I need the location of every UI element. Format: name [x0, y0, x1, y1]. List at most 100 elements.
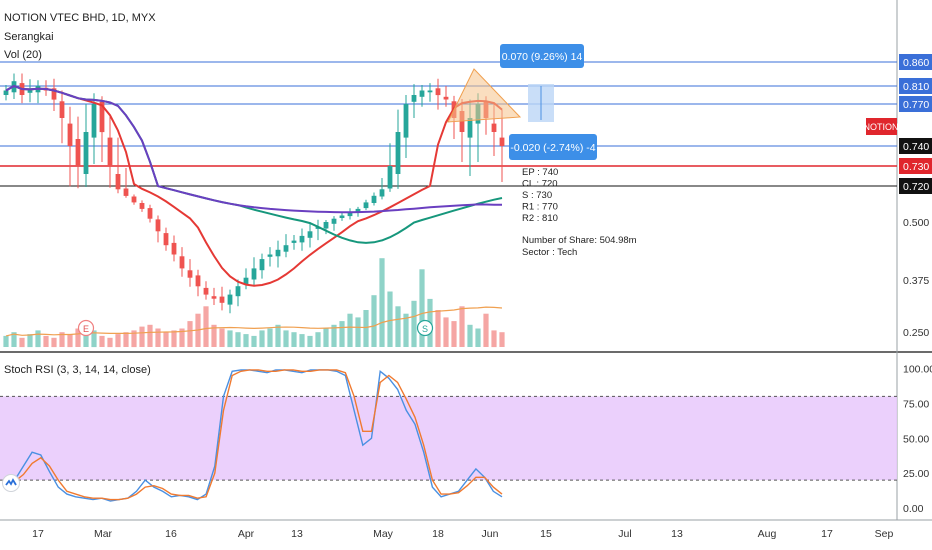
volume-bar: [243, 334, 249, 348]
time-tick-label: 16: [165, 528, 177, 540]
rsi-band-group: [0, 395, 897, 481]
note-line: S : 730: [522, 190, 552, 201]
volume-bar: [483, 313, 489, 347]
price-tag-bg: [899, 96, 932, 112]
candle-body: [387, 166, 393, 189]
candle-body: [187, 270, 193, 278]
candle-body: [411, 95, 417, 102]
volume-bar: [339, 321, 345, 347]
share-info-line: Number of Share: 504.98m: [522, 235, 637, 246]
candle-body: [227, 294, 233, 305]
volume-bar: [467, 324, 473, 347]
measure-down-box: [509, 134, 597, 160]
price-tick-label: 0.860: [903, 57, 929, 69]
time-tick-label: 17: [821, 528, 833, 540]
stoch-d-line: [5, 369, 503, 501]
volume-bar: [59, 332, 65, 347]
level-lines-group[interactable]: [0, 61, 897, 187]
volume-bar: [35, 330, 41, 348]
time-tick-label: Apr: [238, 528, 255, 540]
candle-body: [91, 104, 97, 138]
note-line: CL : 720: [522, 179, 558, 190]
time-tick-label: Aug: [758, 528, 777, 540]
volume-bar: [107, 337, 113, 348]
indicator-title[interactable]: Stoch RSI (3, 3, 14, 14, close): [4, 364, 151, 376]
candle-body: [259, 259, 265, 271]
volume-bar: [27, 334, 33, 348]
notion-tag-bg: [866, 118, 897, 135]
price-tag-bg: [899, 178, 932, 194]
candle-body: [347, 212, 353, 217]
candle-body: [371, 195, 377, 203]
note-line: EP : 740: [522, 167, 558, 178]
earnings-event-marker: [77, 319, 95, 337]
time-tick-label: 18: [432, 528, 444, 540]
volume-bar: [323, 328, 329, 347]
volume-bar: [307, 335, 313, 347]
volume-bar: [451, 321, 457, 347]
note-line: R1 : 770: [522, 202, 558, 213]
volume-bar: [331, 324, 337, 347]
volume-bar: [395, 306, 401, 347]
ma-slow-line: [5, 84, 503, 214]
candle-body: [235, 286, 241, 297]
volume-bar: [211, 324, 217, 347]
notion-tag-label: NOTION: [864, 122, 899, 132]
price-tick-label: 0.720: [903, 181, 929, 193]
candle-body: [435, 88, 441, 96]
price-tag-bg: [899, 138, 932, 154]
price-tick-label: 0.770: [903, 99, 929, 111]
volume-bar: [499, 332, 505, 347]
time-tick-label: 13: [291, 528, 303, 540]
volume-bar: [355, 317, 361, 347]
candle-body: [171, 242, 177, 255]
volume-bar: [131, 330, 137, 348]
series-name[interactable]: Serangkai: [4, 31, 54, 43]
symbol-title[interactable]: NOTION VTEC BHD, 1D, MYX: [4, 12, 156, 24]
volume-bar: [387, 291, 393, 347]
volume-bar: [291, 332, 297, 347]
volume-bar: [123, 332, 129, 347]
volume-bar: [3, 335, 9, 347]
candle-body: [467, 118, 473, 138]
axes-group: 0.860 0.810 0.770 0.740 0.730 0.720 0.500 0.375…: [32, 54, 932, 540]
stoch-rsi-lines-group: [5, 369, 503, 502]
measure-down-label: -0.020 (-2.74%) -4: [510, 142, 595, 154]
candle-body: [99, 101, 105, 133]
candle-body: [251, 268, 257, 280]
candles-group: [3, 73, 505, 314]
volume-bar: [75, 328, 81, 347]
candle-body: [83, 132, 89, 174]
candle-body: [195, 275, 201, 287]
candle-body: [491, 123, 497, 132]
candle-body: [155, 219, 161, 232]
price-tick-label: 0.250: [903, 327, 929, 339]
volume-bar: [187, 321, 193, 347]
tradingview-logo-icon[interactable]: [2, 474, 20, 492]
candle-body: [27, 90, 33, 93]
volume-bar: [435, 310, 441, 347]
price-tick-label: 0.730: [903, 161, 929, 173]
earnings-event-label: E: [83, 324, 89, 334]
time-tick-label: Sep: [875, 528, 894, 540]
rsi-tick-label: 25.00: [903, 468, 929, 480]
candle-body: [131, 196, 137, 203]
candle-body: [395, 132, 401, 174]
volume-bar: [347, 313, 353, 347]
price-tick-label: 0.740: [903, 141, 929, 153]
drawings-group[interactable]: 0.070 (9.26%) 14 -0.020 (-2.74%) -4 NOTION…: [77, 44, 899, 337]
volume-label[interactable]: Vol (20): [4, 49, 42, 61]
volume-bar: [67, 334, 73, 348]
volume-bar: [219, 328, 225, 347]
time-tick-label: Jul: [618, 528, 631, 540]
candle-body: [219, 296, 225, 303]
split-event-label: S: [422, 324, 428, 334]
price-tick-label: 0.810: [903, 81, 929, 93]
volume-bar: [275, 324, 281, 347]
candle-body: [211, 296, 217, 299]
volume-bar: [259, 330, 265, 348]
volume-bar: [155, 328, 161, 347]
time-tick-label: 15: [540, 528, 552, 540]
candle-body: [283, 245, 289, 252]
